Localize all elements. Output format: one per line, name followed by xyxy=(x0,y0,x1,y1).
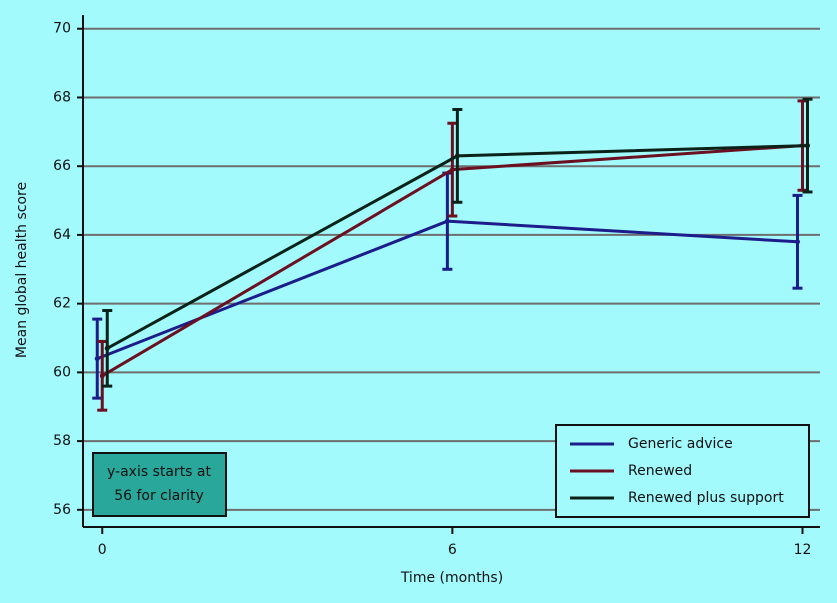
y-axis-label: Mean global health score xyxy=(14,182,30,358)
legend-label: Generic advice xyxy=(628,436,733,452)
y-tick-label: 58 xyxy=(53,433,71,449)
point xyxy=(454,153,460,159)
y-tick-label: 62 xyxy=(53,296,71,312)
point xyxy=(444,218,450,224)
point xyxy=(99,373,105,379)
x-tick-label: 0 xyxy=(98,542,107,558)
y-tick-label: 70 xyxy=(53,21,71,37)
x-axis-label: Time (months) xyxy=(400,570,503,586)
y-tick-label: 68 xyxy=(53,89,71,105)
annotation-box xyxy=(92,452,227,517)
point xyxy=(794,239,800,245)
y-tick-label: 66 xyxy=(53,158,71,174)
x-tick-label: 12 xyxy=(794,542,812,558)
annotation-text: 56 for clarity xyxy=(114,488,204,504)
legend-label: Renewed xyxy=(628,463,692,479)
y-tick-label: 56 xyxy=(53,502,71,518)
point xyxy=(449,167,455,173)
x-tick-label: 6 xyxy=(448,542,457,558)
legend-label: Renewed plus support xyxy=(628,490,784,506)
annotation-text: y-axis starts at xyxy=(107,464,212,480)
point xyxy=(104,345,110,351)
point xyxy=(804,143,810,149)
point xyxy=(94,356,100,362)
y-tick-label: 64 xyxy=(53,227,71,243)
y-tick-label: 60 xyxy=(53,364,71,380)
